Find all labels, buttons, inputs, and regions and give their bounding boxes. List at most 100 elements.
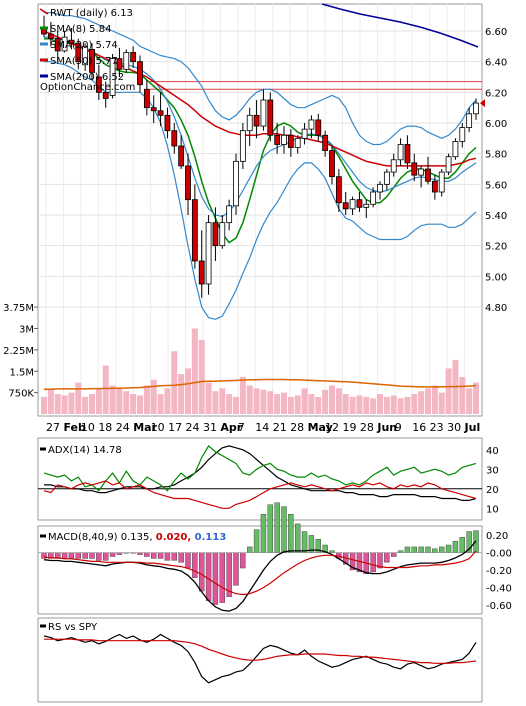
candle-down — [431, 180, 438, 193]
macd-histogram-bar — [61, 552, 68, 559]
candle-up — [473, 102, 479, 115]
volume-bar — [239, 376, 246, 414]
candle-down — [75, 42, 82, 63]
plus-di-line — [43, 444, 477, 492]
macd-tick-label: 0.20 — [486, 531, 508, 542]
candle-up — [82, 45, 89, 66]
macd-histogram-bar — [109, 552, 116, 557]
volume-bar — [219, 388, 226, 414]
macd-histogram-bar — [75, 552, 81, 559]
macd-histogram-bar — [185, 552, 191, 569]
candle-down — [404, 144, 411, 164]
sma8-line — [44, 37, 477, 244]
date-tick-label: Apr — [220, 421, 242, 434]
legend-label: SMA(50) 5.77 — [50, 56, 118, 67]
legend-label: SMA(200) 6.52 — [50, 72, 124, 83]
candle-down — [47, 33, 54, 40]
volume-bar — [466, 388, 473, 414]
candle-down — [322, 134, 329, 151]
macd-histogram-bar — [404, 546, 411, 553]
volume-bar — [123, 391, 130, 414]
volume-bar — [164, 388, 171, 414]
macd-histogram-bar — [205, 552, 212, 601]
volume-bars — [41, 328, 479, 414]
volume-bar — [68, 392, 75, 414]
date-tick-label: 24 — [186, 421, 200, 434]
volume-tick-label: 750K — [8, 389, 34, 400]
candle-up — [363, 203, 370, 208]
candle-down — [425, 168, 431, 182]
macd-histogram-bar — [151, 552, 157, 559]
volume-bar — [253, 388, 260, 414]
macd-tick-label: -0.40 — [486, 584, 512, 595]
price-grid — [38, 4, 482, 416]
candle-down — [198, 260, 205, 285]
candle-up — [226, 205, 233, 224]
price-tick-label: 5.60 — [485, 180, 507, 191]
rs-line — [43, 633, 477, 684]
volume-bar — [54, 394, 61, 414]
candle-down — [143, 88, 150, 109]
volume-bar — [377, 394, 383, 414]
candle-up — [260, 99, 267, 127]
macd-histogram-bar — [274, 502, 280, 553]
adx-tick-label: 40 — [486, 446, 499, 457]
macd-histogram-bar — [459, 537, 465, 553]
bollinger-lower-line — [44, 61, 477, 320]
adx-lines: 40 30 20 10 ADX(14) 14.78 — [38, 444, 499, 515]
macd-histogram-bar — [233, 552, 239, 586]
price-tick-label: 5.40 — [485, 211, 507, 222]
candle-down — [411, 162, 418, 176]
macd-histogram-bar — [68, 552, 75, 559]
candle-down — [185, 165, 191, 201]
macd-lines: 0.20 -0.00 -0.20 -0.40 -0.60 MACD(8,40,9) 0.1… — [38, 502, 512, 612]
adx-tick-label: 30 — [486, 465, 499, 476]
volume-bar — [171, 351, 178, 414]
macd-histogram-bar — [247, 546, 253, 553]
candle-down — [315, 119, 322, 136]
price-tick-label: 6.60 — [485, 27, 507, 38]
macd-histogram-bar — [96, 552, 102, 561]
price-overlays — [43, 3, 479, 320]
date-tick-label: 7 — [238, 421, 245, 434]
volume-bar — [212, 391, 219, 414]
candle-up — [370, 191, 377, 205]
volume-bar — [116, 388, 123, 414]
candle-down — [164, 114, 171, 132]
volume-bar — [370, 398, 377, 414]
candle-down — [329, 150, 335, 178]
date-tick-label: 30 — [447, 421, 461, 434]
macd-histogram-bar — [178, 552, 184, 563]
date-tick-label: 19 — [342, 421, 356, 434]
volume-bar — [75, 382, 82, 414]
candle-up — [349, 199, 356, 210]
price-tick-label: 4.80 — [485, 303, 507, 314]
adx-panel-frame — [37, 437, 483, 521]
volume-bar — [308, 394, 315, 414]
macd-line — [43, 540, 477, 612]
rs-average-line — [44, 638, 477, 664]
volume-bar — [205, 382, 212, 414]
adx-tick-label: 20 — [486, 485, 499, 496]
volume-bar — [425, 388, 431, 414]
price-tick-label: 6.40 — [485, 58, 507, 69]
volume-bar — [294, 395, 301, 414]
candle-down — [102, 91, 109, 99]
volume-bar — [445, 368, 452, 414]
macd-histogram-bar — [445, 544, 452, 553]
candle-down — [342, 202, 349, 210]
legend-arrow-icon — [39, 8, 49, 15]
volume-bar — [459, 376, 466, 414]
date-tick-label: 28 — [290, 421, 304, 434]
volume-bar — [322, 389, 329, 414]
rs-label: RS vs SPY — [48, 622, 98, 633]
adx-tick-label: 10 — [486, 504, 499, 515]
volume-bar — [137, 395, 143, 414]
volume-bar — [82, 396, 89, 414]
volume-bar — [178, 374, 185, 414]
macd-histogram-bar — [267, 504, 273, 553]
macd-histogram-bar — [439, 546, 445, 553]
candle-down — [178, 145, 185, 167]
macd-histogram-bar — [164, 552, 171, 561]
